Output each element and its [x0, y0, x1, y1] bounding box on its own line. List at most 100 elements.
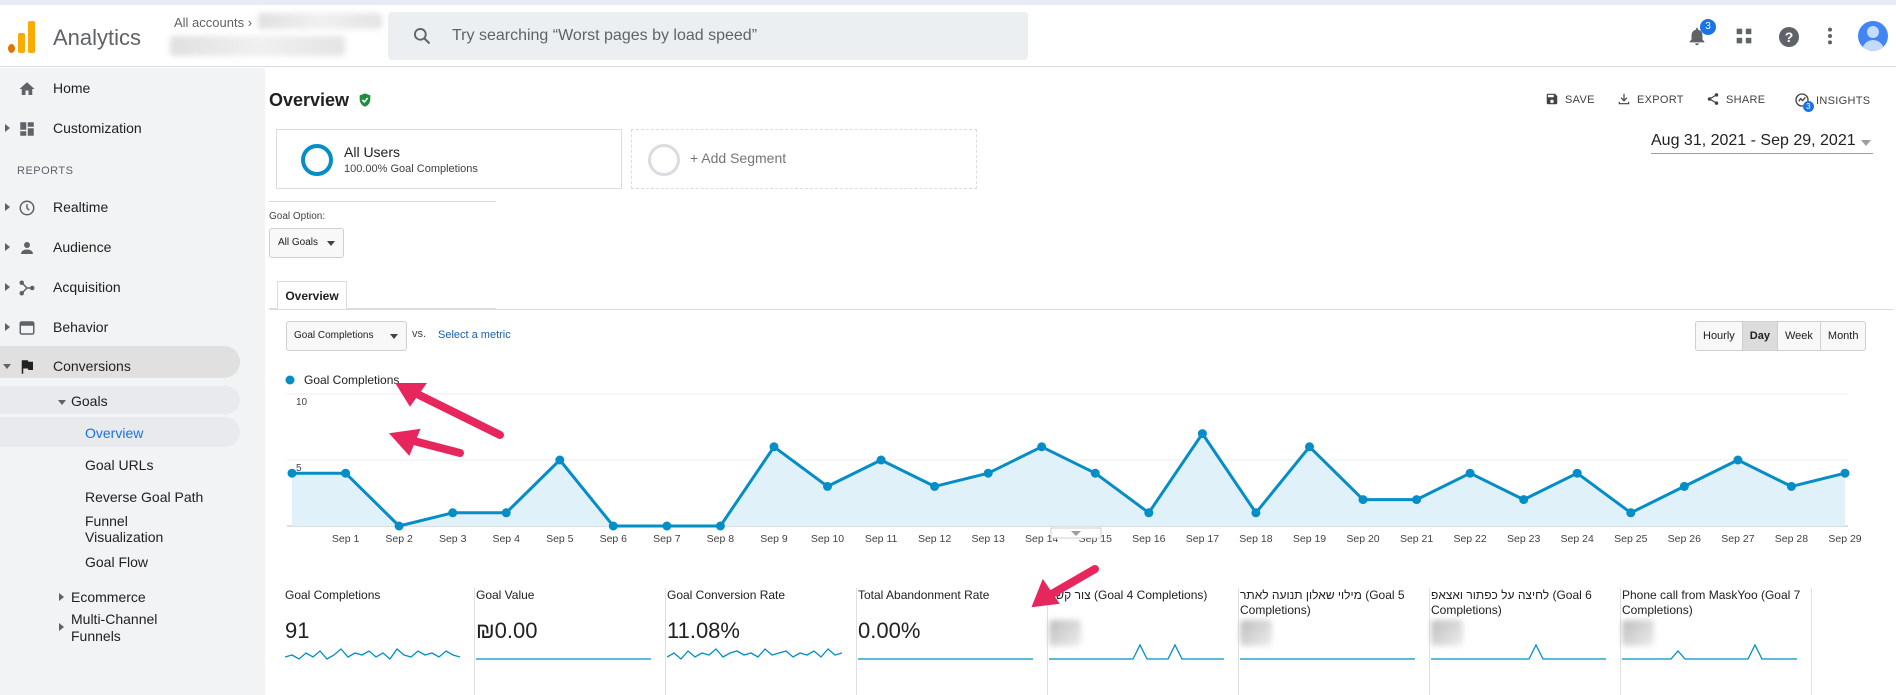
chart-data-point[interactable]	[1144, 508, 1154, 518]
view-name-redacted[interactable]	[170, 36, 345, 56]
chart-data-point[interactable]	[1733, 455, 1743, 465]
sidebar-item-conversions[interactable]: Conversions	[0, 351, 240, 381]
chart-data-point[interactable]	[1840, 468, 1850, 478]
notifications-bell-icon[interactable]	[1686, 25, 1708, 47]
chart-data-point[interactable]	[769, 442, 779, 452]
select-a-metric-link[interactable]: Select a metric	[438, 329, 511, 341]
sparkline-path	[1431, 643, 1606, 660]
dashboard-icon	[20, 122, 34, 136]
chart-data-point[interactable]	[930, 481, 940, 491]
chart-data-point[interactable]	[823, 481, 832, 491]
export-button[interactable]: EXPORT	[1617, 92, 1684, 106]
sidebar-item-reverse-goal-path[interactable]: Reverse Goal Path	[85, 489, 204, 505]
conversions-highlight	[0, 346, 240, 378]
sidebar-item-realtime[interactable]: Realtime	[0, 192, 240, 222]
metric-card[interactable]: Goal Conversion Rate 11.08%	[667, 588, 857, 695]
insights-button[interactable]: 3 INSIGHTS	[1794, 92, 1870, 112]
expand-caret-icon	[5, 323, 10, 331]
sidebar-item-multichannel-funnels[interactable]: Multi-Channel Funnels	[0, 609, 240, 645]
chart-data-point[interactable]	[394, 521, 404, 531]
chart-data-point[interactable]	[1572, 468, 1582, 478]
metric-card[interactable]: Goal Completions 91	[285, 588, 475, 695]
chart-data-point[interactable]	[876, 455, 886, 465]
chart-data-point[interactable]	[1679, 481, 1689, 491]
analytics-logo-icon[interactable]	[8, 19, 38, 53]
x-tick-label: Sep 28	[1775, 533, 1808, 545]
segment-ring-icon	[301, 144, 333, 176]
metric-card[interactable]: מילוי שאלון תנועה לאתר (Goal 5 Completio…	[1240, 588, 1430, 695]
chart-data-point[interactable]	[448, 508, 458, 518]
segment-all-users[interactable]: All Users 100.00% Goal Completions	[276, 129, 622, 189]
chevron-down-icon	[327, 241, 335, 246]
chart-data-point[interactable]	[1519, 495, 1529, 505]
sidebar-item-funnel-visualization[interactable]: Funnel Visualization	[85, 513, 163, 545]
home-icon	[19, 82, 35, 95]
metric-card[interactable]: Goal Value ₪0.00	[476, 588, 666, 695]
granularity-week[interactable]: Week	[1778, 322, 1821, 350]
goal-option-select[interactable]: All Goals	[269, 228, 344, 258]
chart-data-point[interactable]	[1197, 429, 1207, 439]
chart-data-point[interactable]	[662, 521, 672, 531]
sidebar-item-ecommerce[interactable]: Ecommerce	[0, 582, 240, 612]
account-breadcrumb[interactable]: All accounts ›	[174, 15, 253, 30]
sidebar-item-goal-urls[interactable]: Goal URLs	[85, 457, 154, 473]
share-button[interactable]: SHARE	[1706, 92, 1765, 106]
metric-name: Phone call from MaskYoo (Goal 7 Completi…	[1622, 588, 1801, 617]
date-range-picker[interactable]: Aug 31, 2021 - Sep 29, 2021	[1651, 132, 1873, 154]
chart-data-point[interactable]	[287, 468, 297, 478]
sidebar-item-label: Home	[53, 80, 91, 96]
search-bar[interactable]: Try searching “Worst pages by load speed…	[388, 12, 1028, 60]
chart-data-point[interactable]	[1251, 508, 1261, 518]
chart-data-point[interactable]	[501, 508, 511, 518]
chart-data-point[interactable]	[1465, 468, 1475, 478]
metric-card[interactable]: לחיצה על כפתור ואצאפ (Goal 6 Completions…	[1431, 588, 1621, 695]
chart-data-point[interactable]	[983, 468, 993, 478]
x-tick-label: Sep 6	[600, 533, 628, 545]
user-avatar[interactable]	[1858, 21, 1888, 51]
annotation-arrowhead	[389, 428, 421, 456]
metric-select[interactable]: Goal Completions	[286, 321, 407, 351]
chart-data-point[interactable]	[1305, 442, 1314, 452]
sidebar-item-goals-overview[interactable]: Overview	[85, 425, 144, 441]
granularity-month[interactable]: Month	[1827, 330, 1859, 342]
sparkline-path	[1622, 643, 1797, 660]
metric-sparkline	[1431, 643, 1606, 660]
granularity-hourly[interactable]: Hourly	[1696, 322, 1743, 350]
x-tick-label: Sep 8	[707, 533, 735, 545]
more-vert-icon[interactable]	[1820, 25, 1840, 47]
x-tick-label: Sep 17	[1186, 533, 1219, 545]
save-button[interactable]: SAVE	[1545, 92, 1595, 106]
sidebar-item-home[interactable]: Home	[0, 73, 240, 103]
apps-grid-icon[interactable]	[1733, 25, 1755, 47]
sidebar: Home Customization REPORTS Realtime Audi…	[0, 68, 265, 695]
chart-data-point[interactable]	[341, 468, 351, 478]
chart-data-point[interactable]	[1090, 468, 1100, 478]
chart-data-point[interactable]	[715, 521, 725, 531]
chart-data-point[interactable]	[1786, 481, 1796, 491]
sidebar-item-goals[interactable]: Goals	[0, 387, 240, 417]
sidebar-item-behavior[interactable]: Behavior	[0, 312, 240, 342]
segment-name: All Users	[344, 144, 401, 160]
sidebar-item-audience[interactable]: Audience	[0, 232, 240, 262]
add-segment-button[interactable]: + Add Segment	[631, 129, 977, 189]
metric-value: 0.00%	[858, 618, 921, 643]
chart-data-point[interactable]	[1626, 508, 1636, 518]
help-icon[interactable]: ?	[1777, 25, 1801, 49]
save-icon	[1546, 93, 1558, 105]
chevron-down-icon	[1861, 140, 1871, 146]
sidebar-item-goal-flow[interactable]: Goal Flow	[85, 554, 149, 570]
sidebar-item-customization[interactable]: Customization	[0, 113, 240, 143]
metric-card[interactable]: Total Abandonment Rate 0.00%	[858, 588, 1048, 695]
chart-data-point[interactable]	[608, 521, 618, 531]
chart-data-point[interactable]	[1037, 442, 1047, 452]
chart-data-point[interactable]	[1358, 495, 1368, 505]
sidebar-item-acquisition[interactable]: Acquisition	[0, 272, 240, 302]
metric-card[interactable]: צור קשר (Goal 4 Completions)	[1049, 588, 1239, 695]
metric-card[interactable]: Phone call from MaskYoo (Goal 7 Completi…	[1622, 588, 1812, 695]
x-tick-label: Sep 9	[760, 533, 788, 545]
granularity-day[interactable]: Day	[1742, 322, 1778, 350]
add-segment-label: + Add Segment	[690, 150, 787, 166]
top-strip	[0, 0, 1896, 5]
chart-data-point[interactable]	[555, 455, 565, 465]
chart-data-point[interactable]	[1412, 495, 1422, 505]
